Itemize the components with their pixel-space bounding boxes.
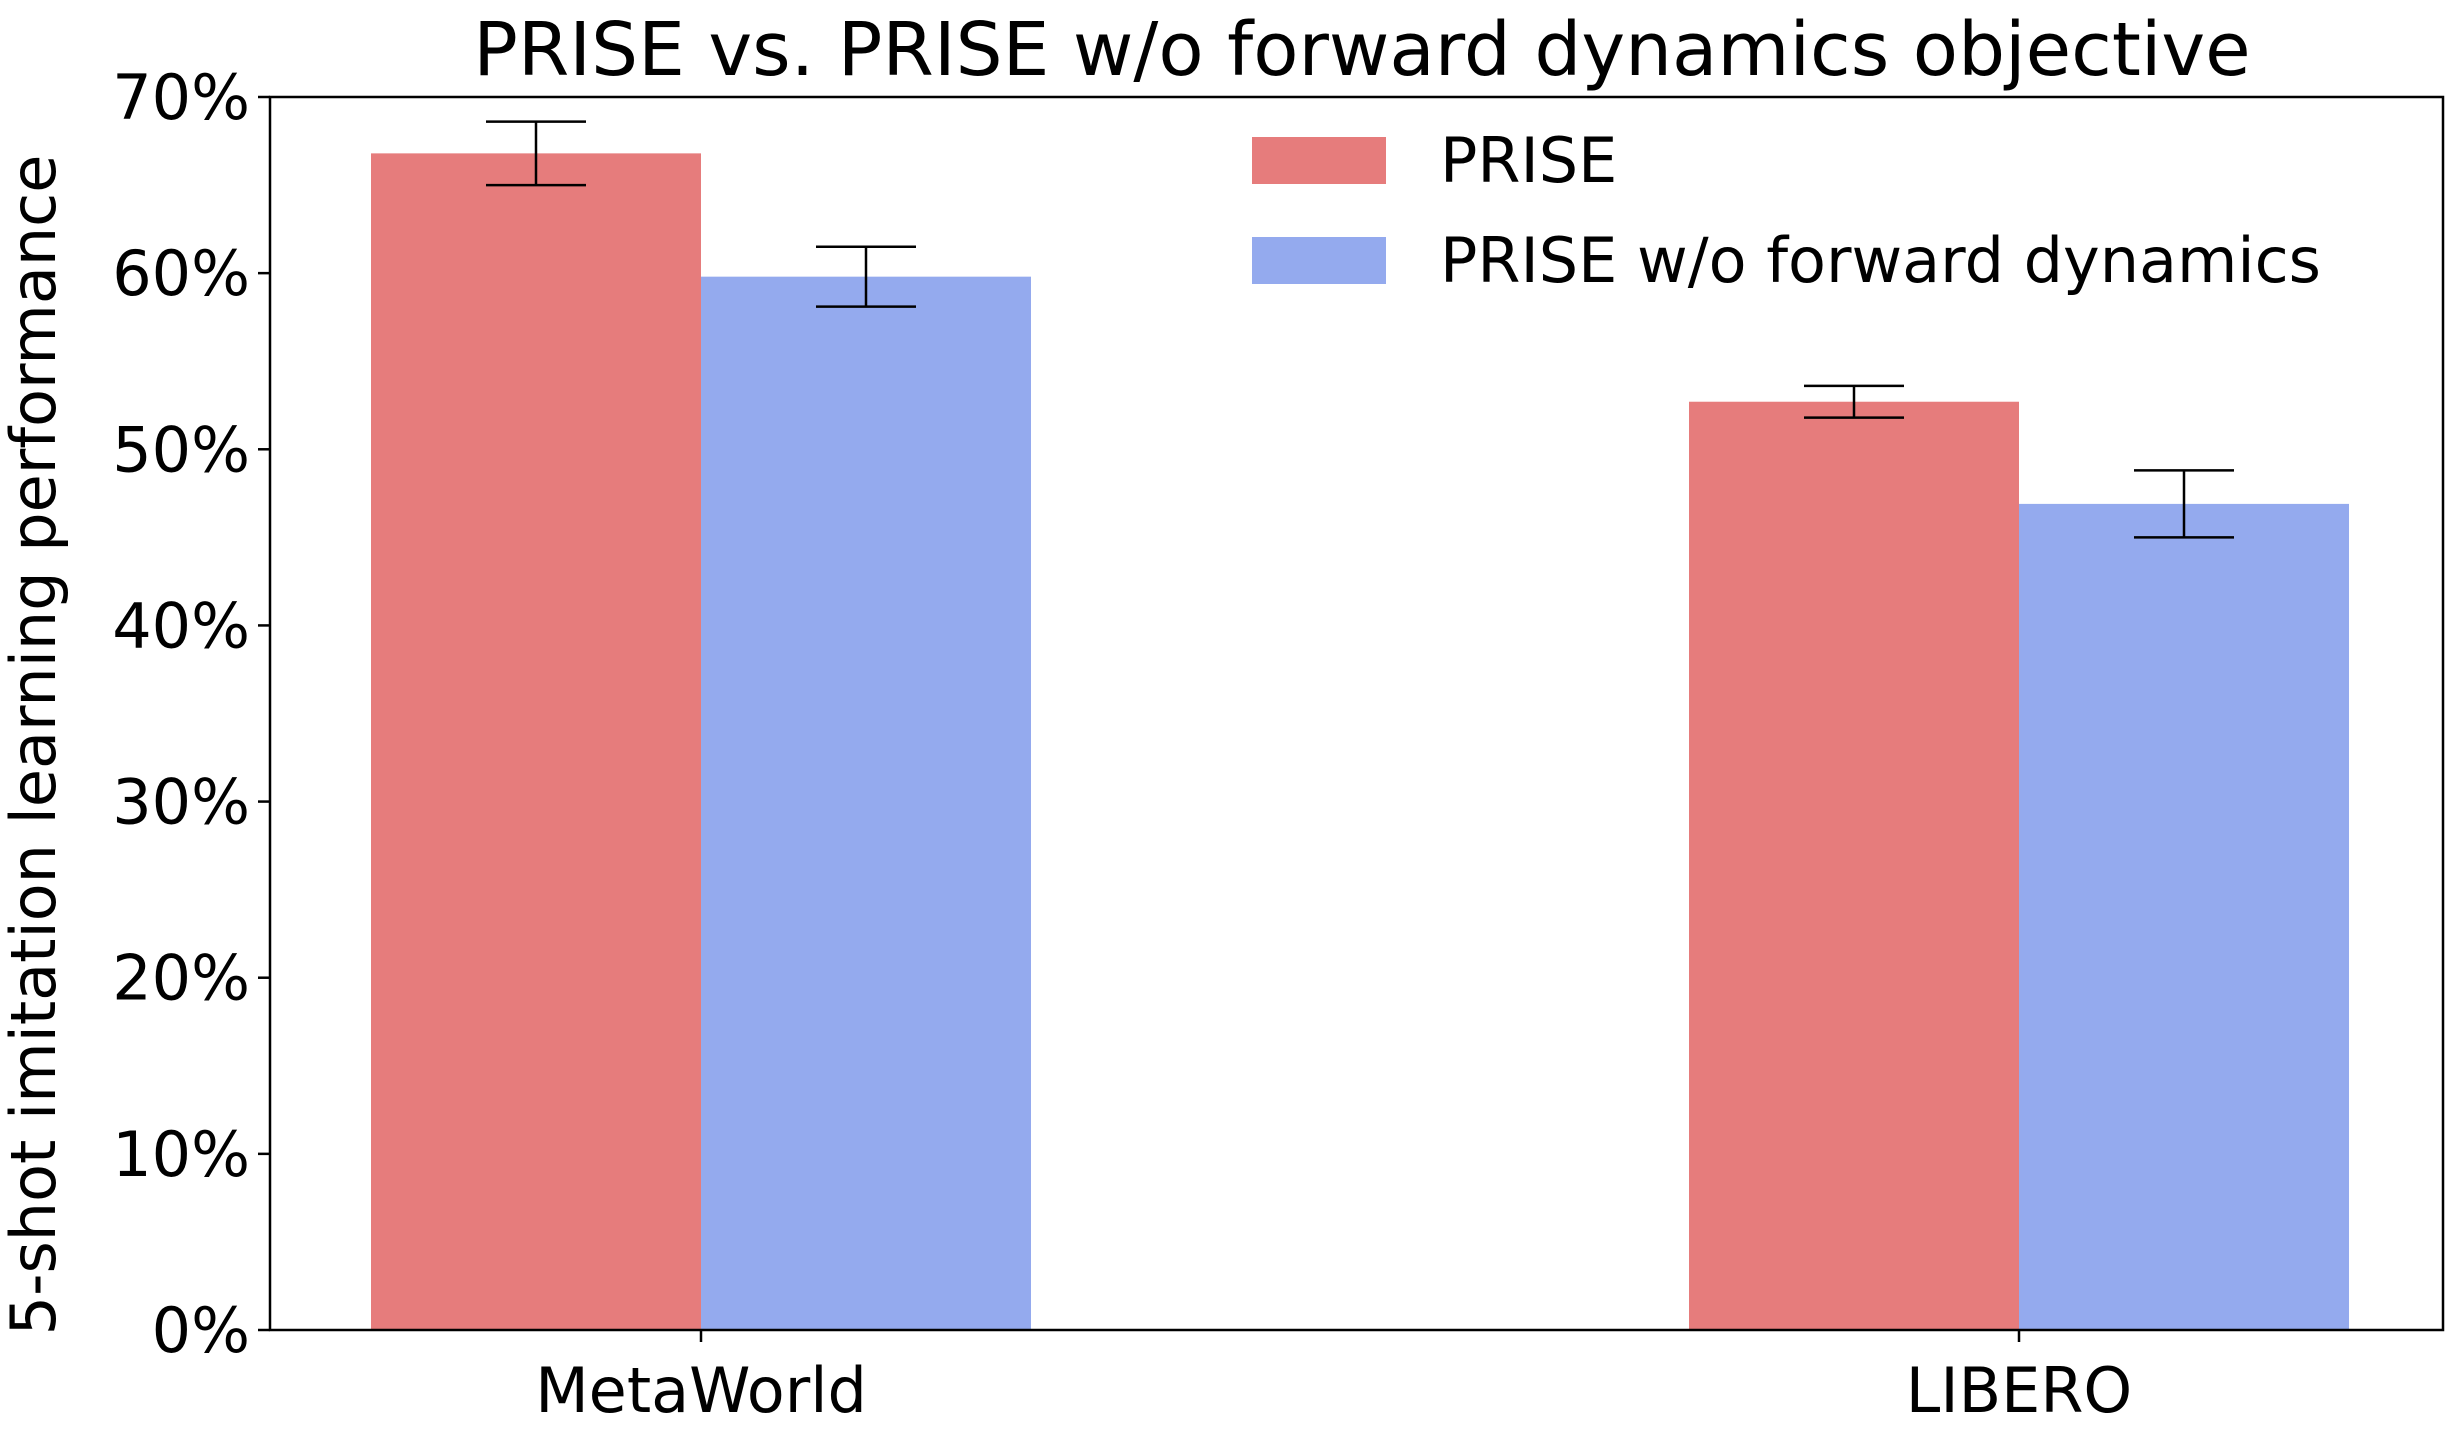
legend-swatch — [1252, 237, 1386, 284]
error-bar-libero-series-2 — [2134, 469, 2234, 539]
bar-libero-series-2 — [2019, 503, 2349, 1330]
y-tick-label: 70% — [112, 61, 250, 134]
bar-libero-series-1 — [1689, 401, 2019, 1330]
chart-title: PRISE vs. PRISE w/o forward dynamics obj… — [473, 7, 2250, 93]
legend-item-1: PRISE — [1252, 124, 1617, 197]
y-tick-label: 60% — [112, 237, 250, 310]
y-tick-label: 0% — [152, 1294, 250, 1367]
x-axis-ticks: MetaWorld LIBERO — [535, 1330, 2132, 1427]
y-tick-label: 10% — [112, 1118, 250, 1191]
bars-group — [371, 153, 2349, 1330]
legend-label: PRISE — [1440, 124, 1617, 197]
error-bar-libero-series-1 — [1804, 384, 1904, 419]
bar-metaworld-series-1 — [371, 153, 701, 1330]
x-tick-label: LIBERO — [1906, 1354, 2132, 1427]
y-tick-label: 30% — [112, 766, 250, 839]
plot-area-frame — [268, 95, 2445, 1332]
x-tick-label: MetaWorld — [535, 1354, 867, 1427]
y-tick-label: 40% — [112, 589, 250, 662]
legend-swatch — [1252, 137, 1386, 184]
bar-metaworld-series-2 — [701, 276, 1031, 1330]
legend-label: PRISE w/o forward dynamics — [1440, 224, 2321, 297]
error-bar-metaworld-series-2 — [816, 245, 916, 308]
y-tick-label: 20% — [112, 942, 250, 1015]
y-axis-label: 5-shot imitation learning performance — [0, 155, 70, 1336]
legend-item-2: PRISE w/o forward dynamics — [1252, 224, 2321, 297]
legend: PRISE PRISE w/o forward dynamics — [1252, 124, 2321, 297]
error-bars-group — [486, 120, 2234, 539]
y-tick-label: 50% — [112, 413, 250, 486]
y-axis-ticks: 0% 10% 20% 30% 40% 50% 60% 70% — [112, 61, 270, 1367]
error-bar-metaworld-series-1 — [486, 120, 586, 187]
